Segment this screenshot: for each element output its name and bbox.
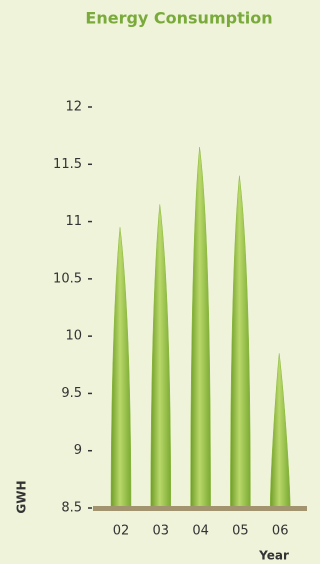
y-tick-label: 12 bbox=[65, 100, 82, 115]
y-tick-label: 11.5 bbox=[53, 157, 82, 172]
y-tick-label: 10.5 bbox=[53, 271, 82, 286]
x-tick-label: 04 bbox=[192, 524, 209, 539]
y-tick-label: 8.5 bbox=[61, 501, 82, 516]
page: Energy Consumption GWH Year 8.5 9 9.5 10 10.… bbox=[0, 0, 320, 564]
x-tick-label: 06 bbox=[272, 524, 289, 539]
x-axis-label: Year bbox=[258, 549, 289, 563]
y-tick-label: 9 bbox=[74, 443, 82, 458]
y-tick-label: 9.5 bbox=[61, 386, 82, 401]
baseline bbox=[93, 506, 307, 511]
y-tick-label: 11 bbox=[65, 214, 82, 229]
y-axis-label: GWH bbox=[15, 480, 29, 513]
chart: Energy Consumption GWH Year 8.5 9 9.5 10 10.… bbox=[0, 0, 318, 564]
x-tick-label: 05 bbox=[232, 524, 249, 539]
x-tick-label: 02 bbox=[113, 524, 130, 539]
chart-title: Energy Consumption bbox=[85, 9, 272, 28]
x-tick-label: 03 bbox=[153, 524, 170, 539]
y-tick-label: 10 bbox=[65, 329, 82, 344]
